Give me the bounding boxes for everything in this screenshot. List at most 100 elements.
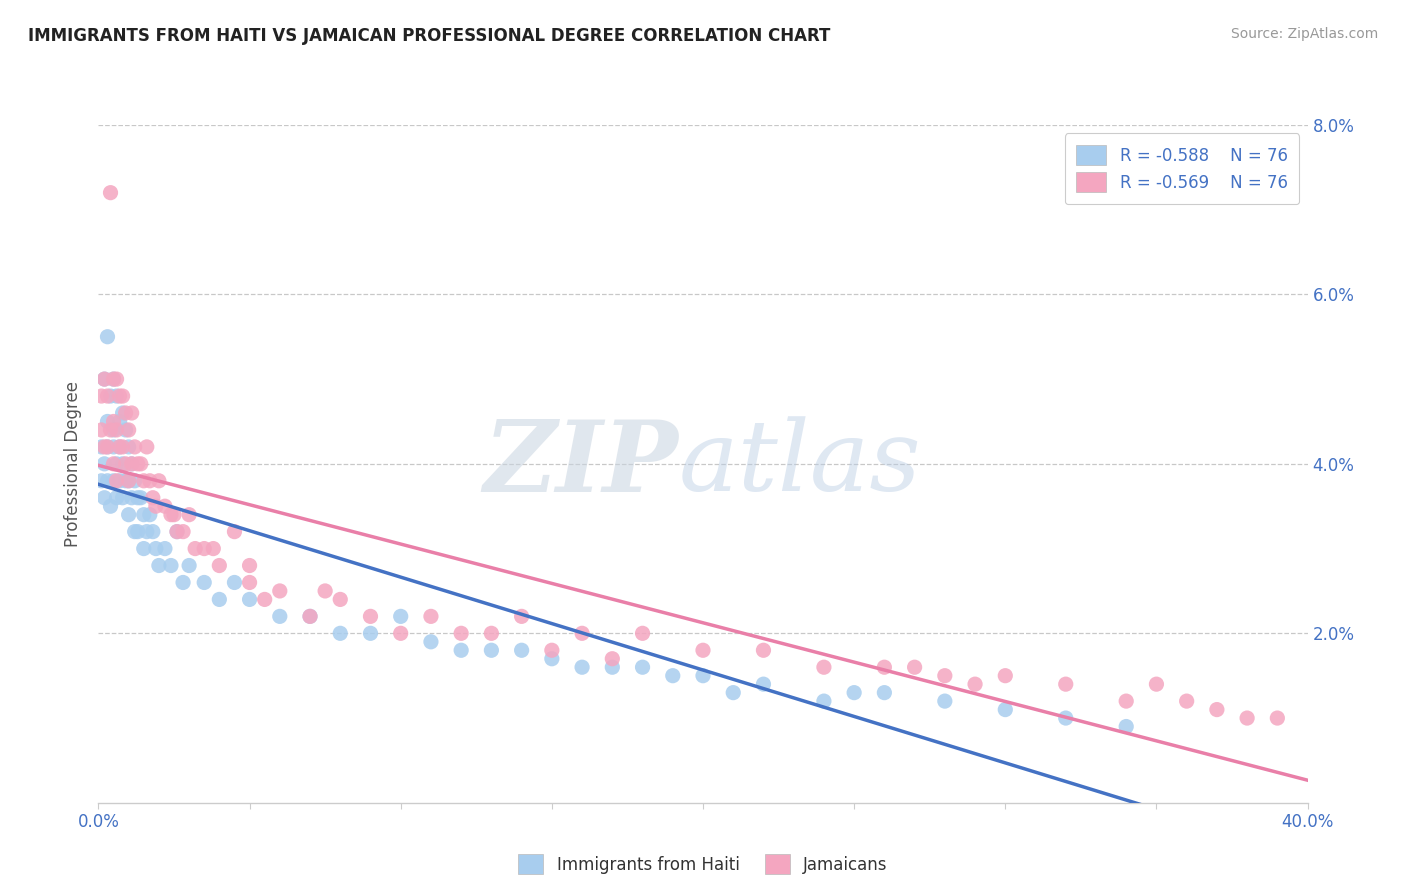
Point [108, 415, 131, 429]
Legend: Immigrants from Haiti, Jamaicans: Immigrants from Haiti, Jamaicans [510, 846, 896, 882]
Point [93, 372, 115, 386]
Point [873, 660, 896, 674]
Point [631, 626, 654, 640]
Point [166, 524, 188, 539]
Point [111, 491, 134, 505]
Point [752, 677, 775, 691]
Point [124, 524, 146, 539]
Point [360, 626, 382, 640]
Point [1267, 711, 1289, 725]
Point [90, 474, 112, 488]
Point [239, 592, 262, 607]
Point [90, 423, 112, 437]
Point [934, 694, 956, 708]
Point [111, 440, 134, 454]
Point [299, 609, 322, 624]
Point [132, 508, 155, 522]
Point [692, 669, 714, 683]
Point [224, 524, 246, 539]
Point [114, 406, 136, 420]
Point [103, 440, 125, 454]
Point [934, 669, 956, 683]
Y-axis label: Professional Degree: Professional Degree [65, 381, 83, 547]
Point [179, 558, 201, 573]
Point [103, 457, 125, 471]
Point [450, 643, 472, 657]
Point [602, 651, 624, 665]
Point [813, 660, 835, 674]
Point [100, 423, 122, 437]
Point [132, 474, 155, 488]
Point [124, 440, 146, 454]
Point [121, 406, 143, 420]
Point [202, 541, 225, 556]
Point [172, 575, 194, 590]
Point [105, 491, 128, 505]
Point [105, 372, 128, 386]
Point [994, 703, 1017, 717]
Text: atlas: atlas [679, 417, 921, 511]
Point [510, 643, 533, 657]
Point [160, 558, 183, 573]
Text: ZIP: ZIP [484, 416, 679, 512]
Point [118, 474, 141, 488]
Point [118, 440, 141, 454]
Point [166, 524, 188, 539]
Point [813, 694, 835, 708]
Point [299, 609, 322, 624]
Point [103, 415, 125, 429]
Point [420, 635, 443, 649]
Point [540, 643, 562, 657]
Point [844, 686, 866, 700]
Point [127, 457, 149, 471]
Point [129, 491, 152, 505]
Point [208, 592, 231, 607]
Point [139, 508, 162, 522]
Point [103, 423, 125, 437]
Point [314, 584, 336, 599]
Point [1175, 694, 1198, 708]
Point [142, 491, 165, 505]
Point [93, 372, 115, 386]
Point [108, 440, 131, 454]
Point [103, 372, 125, 386]
Point [571, 660, 593, 674]
Point [96, 440, 118, 454]
Point [1115, 694, 1137, 708]
Point [105, 474, 128, 488]
Point [96, 330, 118, 344]
Point [100, 186, 122, 200]
Point [481, 626, 503, 640]
Point [1115, 719, 1137, 733]
Point [93, 457, 115, 471]
Text: IMMIGRANTS FROM HAITI VS JAMAICAN PROFESSIONAL DEGREE CORRELATION CHART: IMMIGRANTS FROM HAITI VS JAMAICAN PROFES… [28, 27, 831, 45]
Point [145, 500, 167, 514]
Point [184, 541, 207, 556]
Point [662, 669, 685, 683]
Point [1144, 677, 1167, 691]
Point [96, 474, 118, 488]
Point [239, 558, 262, 573]
Point [103, 372, 125, 386]
Point [904, 660, 927, 674]
Point [193, 541, 215, 556]
Point [114, 423, 136, 437]
Point [111, 406, 134, 420]
Point [481, 643, 503, 657]
Point [105, 423, 128, 437]
Point [148, 558, 170, 573]
Point [121, 491, 143, 505]
Point [631, 660, 654, 674]
Point [129, 457, 152, 471]
Point [163, 508, 186, 522]
Point [965, 677, 987, 691]
Point [172, 524, 194, 539]
Point [153, 500, 176, 514]
Point [108, 389, 131, 403]
Text: Source: ZipAtlas.com: Source: ZipAtlas.com [1230, 27, 1378, 41]
Point [269, 584, 291, 599]
Point [1054, 677, 1077, 691]
Point [329, 626, 352, 640]
Point [127, 491, 149, 505]
Point [145, 541, 167, 556]
